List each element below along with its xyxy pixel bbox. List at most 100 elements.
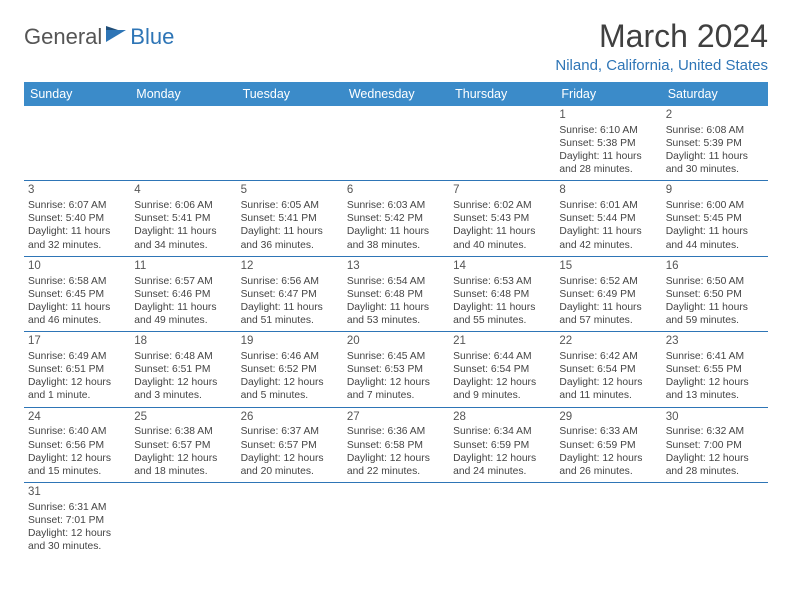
calendar-cell: 21Sunrise: 6:44 AMSunset: 6:54 PMDayligh… bbox=[449, 332, 555, 407]
daylight-text: Daylight: 12 hours and 22 minutes. bbox=[347, 452, 445, 478]
daylight-text: Daylight: 12 hours and 13 minutes. bbox=[666, 376, 764, 402]
day-number: 4 bbox=[134, 183, 232, 198]
sunrise-text: Sunrise: 6:02 AM bbox=[453, 199, 551, 212]
daylight-text: Daylight: 11 hours and 53 minutes. bbox=[347, 301, 445, 327]
sunset-text: Sunset: 6:56 PM bbox=[28, 439, 126, 452]
day-header: Wednesday bbox=[343, 82, 449, 106]
sunset-text: Sunset: 7:01 PM bbox=[28, 514, 126, 527]
sunset-text: Sunset: 6:46 PM bbox=[134, 288, 232, 301]
day-number: 10 bbox=[28, 259, 126, 274]
daylight-text: Daylight: 11 hours and 57 minutes. bbox=[559, 301, 657, 327]
calendar-cell: 3Sunrise: 6:07 AMSunset: 5:40 PMDaylight… bbox=[24, 181, 130, 256]
daylight-text: Daylight: 12 hours and 1 minute. bbox=[28, 376, 126, 402]
sunset-text: Sunset: 6:57 PM bbox=[241, 439, 339, 452]
daylight-text: Daylight: 12 hours and 15 minutes. bbox=[28, 452, 126, 478]
sunset-text: Sunset: 5:44 PM bbox=[559, 212, 657, 225]
calendar-cell: 26Sunrise: 6:37 AMSunset: 6:57 PMDayligh… bbox=[237, 407, 343, 482]
calendar-cell: 30Sunrise: 6:32 AMSunset: 7:00 PMDayligh… bbox=[662, 407, 768, 482]
calendar-body: 1Sunrise: 6:10 AMSunset: 5:38 PMDaylight… bbox=[24, 106, 768, 557]
day-number: 15 bbox=[559, 259, 657, 274]
day-number: 30 bbox=[666, 410, 764, 425]
calendar-cell bbox=[237, 106, 343, 181]
sunrise-text: Sunrise: 6:37 AM bbox=[241, 425, 339, 438]
calendar-cell: 13Sunrise: 6:54 AMSunset: 6:48 PMDayligh… bbox=[343, 256, 449, 331]
sunset-text: Sunset: 6:59 PM bbox=[453, 439, 551, 452]
calendar-cell: 7Sunrise: 6:02 AMSunset: 5:43 PMDaylight… bbox=[449, 181, 555, 256]
sunset-text: Sunset: 5:39 PM bbox=[666, 137, 764, 150]
location-text: Niland, California, United States bbox=[555, 57, 768, 74]
sunrise-text: Sunrise: 6:33 AM bbox=[559, 425, 657, 438]
sunrise-text: Sunrise: 6:50 AM bbox=[666, 275, 764, 288]
calendar-cell: 24Sunrise: 6:40 AMSunset: 6:56 PMDayligh… bbox=[24, 407, 130, 482]
sunrise-text: Sunrise: 6:32 AM bbox=[666, 425, 764, 438]
daylight-text: Daylight: 12 hours and 30 minutes. bbox=[28, 527, 126, 553]
day-number: 20 bbox=[347, 334, 445, 349]
sunrise-text: Sunrise: 6:42 AM bbox=[559, 350, 657, 363]
calendar-row: 31Sunrise: 6:31 AMSunset: 7:01 PMDayligh… bbox=[24, 483, 768, 558]
day-number: 28 bbox=[453, 410, 551, 425]
daylight-text: Daylight: 12 hours and 11 minutes. bbox=[559, 376, 657, 402]
calendar-cell: 10Sunrise: 6:58 AMSunset: 6:45 PMDayligh… bbox=[24, 256, 130, 331]
day-number: 9 bbox=[666, 183, 764, 198]
day-header-row: Sunday Monday Tuesday Wednesday Thursday… bbox=[24, 82, 768, 106]
calendar-cell: 15Sunrise: 6:52 AMSunset: 6:49 PMDayligh… bbox=[555, 256, 661, 331]
day-number: 18 bbox=[134, 334, 232, 349]
sunrise-text: Sunrise: 6:31 AM bbox=[28, 501, 126, 514]
sunrise-text: Sunrise: 6:57 AM bbox=[134, 275, 232, 288]
day-header: Thursday bbox=[449, 82, 555, 106]
sunset-text: Sunset: 6:57 PM bbox=[134, 439, 232, 452]
sunset-text: Sunset: 6:59 PM bbox=[559, 439, 657, 452]
sunrise-text: Sunrise: 6:06 AM bbox=[134, 199, 232, 212]
sunset-text: Sunset: 6:45 PM bbox=[28, 288, 126, 301]
daylight-text: Daylight: 11 hours and 32 minutes. bbox=[28, 225, 126, 251]
daylight-text: Daylight: 12 hours and 5 minutes. bbox=[241, 376, 339, 402]
calendar-row: 1Sunrise: 6:10 AMSunset: 5:38 PMDaylight… bbox=[24, 106, 768, 181]
sunrise-text: Sunrise: 6:52 AM bbox=[559, 275, 657, 288]
daylight-text: Daylight: 11 hours and 40 minutes. bbox=[453, 225, 551, 251]
daylight-text: Daylight: 11 hours and 38 minutes. bbox=[347, 225, 445, 251]
sunrise-text: Sunrise: 6:56 AM bbox=[241, 275, 339, 288]
sunset-text: Sunset: 6:48 PM bbox=[347, 288, 445, 301]
calendar-cell: 5Sunrise: 6:05 AMSunset: 5:41 PMDaylight… bbox=[237, 181, 343, 256]
sunrise-text: Sunrise: 6:48 AM bbox=[134, 350, 232, 363]
sunrise-text: Sunrise: 6:00 AM bbox=[666, 199, 764, 212]
day-number: 3 bbox=[28, 183, 126, 198]
sunset-text: Sunset: 7:00 PM bbox=[666, 439, 764, 452]
brand-part1: General bbox=[24, 24, 102, 50]
daylight-text: Daylight: 11 hours and 49 minutes. bbox=[134, 301, 232, 327]
calendar-cell: 16Sunrise: 6:50 AMSunset: 6:50 PMDayligh… bbox=[662, 256, 768, 331]
sunset-text: Sunset: 6:51 PM bbox=[134, 363, 232, 376]
day-header: Tuesday bbox=[237, 82, 343, 106]
daylight-text: Daylight: 12 hours and 24 minutes. bbox=[453, 452, 551, 478]
sunrise-text: Sunrise: 6:53 AM bbox=[453, 275, 551, 288]
calendar-cell: 14Sunrise: 6:53 AMSunset: 6:48 PMDayligh… bbox=[449, 256, 555, 331]
sunset-text: Sunset: 5:41 PM bbox=[241, 212, 339, 225]
daylight-text: Daylight: 11 hours and 46 minutes. bbox=[28, 301, 126, 327]
calendar-cell: 4Sunrise: 6:06 AMSunset: 5:41 PMDaylight… bbox=[130, 181, 236, 256]
day-number: 26 bbox=[241, 410, 339, 425]
sunset-text: Sunset: 5:43 PM bbox=[453, 212, 551, 225]
calendar-cell bbox=[449, 483, 555, 558]
sunrise-text: Sunrise: 6:49 AM bbox=[28, 350, 126, 363]
sunset-text: Sunset: 6:51 PM bbox=[28, 363, 126, 376]
daylight-text: Daylight: 12 hours and 28 minutes. bbox=[666, 452, 764, 478]
day-number: 19 bbox=[241, 334, 339, 349]
sunset-text: Sunset: 6:52 PM bbox=[241, 363, 339, 376]
day-number: 11 bbox=[134, 259, 232, 274]
sunset-text: Sunset: 6:49 PM bbox=[559, 288, 657, 301]
sunrise-text: Sunrise: 6:54 AM bbox=[347, 275, 445, 288]
day-number: 24 bbox=[28, 410, 126, 425]
calendar-cell: 1Sunrise: 6:10 AMSunset: 5:38 PMDaylight… bbox=[555, 106, 661, 181]
brand-part2: Blue bbox=[130, 24, 174, 50]
daylight-text: Daylight: 11 hours and 36 minutes. bbox=[241, 225, 339, 251]
day-number: 29 bbox=[559, 410, 657, 425]
daylight-text: Daylight: 12 hours and 7 minutes. bbox=[347, 376, 445, 402]
daylight-text: Daylight: 11 hours and 28 minutes. bbox=[559, 150, 657, 176]
daylight-text: Daylight: 11 hours and 44 minutes. bbox=[666, 225, 764, 251]
calendar-cell: 11Sunrise: 6:57 AMSunset: 6:46 PMDayligh… bbox=[130, 256, 236, 331]
calendar-row: 10Sunrise: 6:58 AMSunset: 6:45 PMDayligh… bbox=[24, 256, 768, 331]
sunset-text: Sunset: 6:54 PM bbox=[559, 363, 657, 376]
calendar-cell: 8Sunrise: 6:01 AMSunset: 5:44 PMDaylight… bbox=[555, 181, 661, 256]
sunrise-text: Sunrise: 6:38 AM bbox=[134, 425, 232, 438]
day-number: 12 bbox=[241, 259, 339, 274]
